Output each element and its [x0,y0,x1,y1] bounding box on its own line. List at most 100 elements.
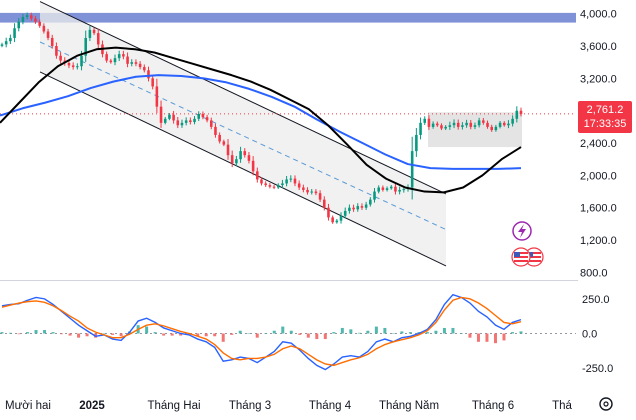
candle [394,183,397,195]
histogram-bar [383,327,387,334]
candle-body [327,207,330,218]
candle [143,64,146,73]
last-price-tag: 2,761.2 17:33:35 [578,101,632,133]
macd-axis[interactable]: 250.0 0.0 -250.0 [582,294,613,375]
candle-body [410,151,414,188]
price-tag-box [578,101,632,133]
price-axis[interactable]: 4,000.03,600.03,200.02,800.02,400.02,000… [580,9,617,280]
histogram-bar [357,332,361,334]
candle-body [230,155,234,164]
candle-body [511,118,514,124]
candle [260,177,263,186]
candle [214,123,217,138]
candle [436,121,439,127]
histogram-bar [391,333,395,334]
candle [469,119,473,130]
candle [302,184,305,193]
candle [322,196,326,211]
histogram-bar [493,333,497,344]
candle-body [168,114,171,119]
candle-body [314,191,318,194]
candle [448,121,452,130]
candle [507,120,510,129]
candle-body [130,62,134,64]
candle-body [138,63,142,68]
candle [473,122,477,130]
candle [461,122,464,130]
candle-body [356,206,360,210]
candle-body [151,78,154,87]
candle-body [25,15,29,17]
candle-body [143,67,146,71]
candle [276,183,280,189]
candle-body [264,183,267,186]
candle [389,184,393,190]
candle-body [260,179,263,184]
histogram-bar [476,333,480,342]
candle-body [243,151,247,156]
time-tick-label: Tháng Năm [379,400,439,412]
candle-body [469,122,473,127]
candle [264,181,267,187]
candle [168,113,171,121]
candle-body [281,183,284,186]
candle-body [214,126,217,135]
candle [285,175,288,187]
candle [184,117,188,126]
candle-body [415,134,418,152]
histogram-bar [366,330,370,334]
time-tick-label: Mười hai [5,400,51,412]
time-axis[interactable]: Mười hai 2025 Tháng Hai Tháng 3 Tháng 4 Tháng… [5,400,572,412]
candle [385,186,389,192]
candle-body [486,122,489,127]
candle-body [381,187,385,190]
candle [423,116,427,125]
candle-body [122,54,125,57]
candle [71,62,75,70]
candle [113,54,117,66]
candle [348,204,351,214]
candle-body [42,25,46,32]
candle [272,184,276,190]
time-tick-label: 2025 [79,400,105,412]
main-price-pane[interactable] [0,1,576,267]
histogram-bar [298,333,302,335]
candle [369,197,372,207]
candle [55,42,58,59]
price-tick-label: 3,600.0 [580,41,617,53]
candle [21,13,25,25]
candle-body [461,125,464,127]
candle [335,218,339,224]
histogram-bar [289,330,293,334]
candle [352,204,355,212]
candle [431,121,435,129]
signal-line [1,296,522,367]
histogram-bar [170,333,174,336]
dividend-event-icon[interactable] [512,221,532,241]
histogram-bar [60,333,64,335]
histogram-bar [519,331,523,334]
settings-gear-icon[interactable] [599,397,613,411]
candle [289,175,293,183]
fast-moving-average-line [0,46,522,194]
candle-body [343,210,347,216]
histogram-bar [119,333,123,337]
histogram-bar [315,333,319,340]
candle-body [247,155,251,161]
time-tick-label: Thá [552,400,572,412]
candle-body [502,122,506,126]
candle-body [159,106,163,123]
event-markers[interactable] [511,221,544,267]
macd-pane[interactable] [0,293,576,371]
us-flag-event-icon-2[interactable] [511,247,531,267]
candle-body [498,122,502,127]
histogram-bar [43,330,47,334]
candle-body [117,54,121,59]
candle [251,156,255,176]
candle-body [389,186,393,189]
candle-body [147,70,150,79]
candle-body [465,122,468,126]
candle [201,111,205,120]
histogram-bar [26,332,30,334]
